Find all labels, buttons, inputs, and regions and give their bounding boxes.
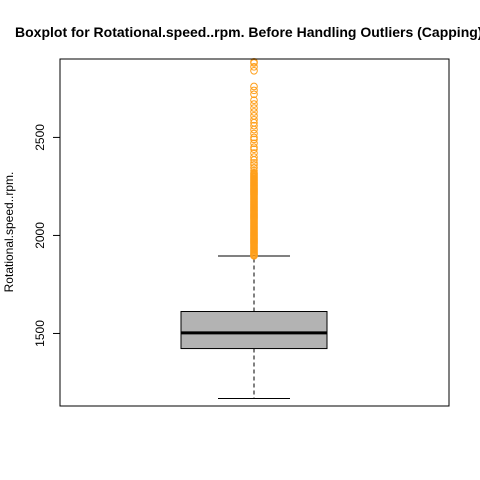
outlier-point: [250, 90, 258, 99]
outlier-point: [250, 121, 258, 130]
outlier-group: [250, 57, 258, 260]
outlier-point: [250, 63, 258, 71]
chart-title: Boxplot for Rotational.speed..rpm. Befor…: [15, 24, 480, 40]
outlier-point: [250, 96, 258, 104]
outlier-point: [250, 100, 258, 108]
outlier-point: [250, 135, 258, 144]
y-tick-label-2500: 2500: [33, 124, 47, 151]
outlier-point: [250, 104, 258, 112]
outlier-point: [250, 57, 258, 66]
outlier-point: [250, 115, 258, 124]
outlier-point: [250, 129, 258, 138]
y-tick-label-1500: 1500: [33, 320, 47, 347]
outlier-point: [250, 139, 258, 148]
outlier-point: [250, 66, 258, 75]
outlier-point: [250, 86, 258, 95]
outlier-point: [250, 149, 258, 157]
outlier-point: [250, 133, 258, 142]
outlier-point: [250, 143, 258, 152]
outlier-point: [250, 108, 258, 116]
y-tick-label-2000: 2000: [33, 222, 47, 249]
outlier-point: [250, 166, 258, 175]
plot-frame: [59, 58, 450, 407]
box-group: [180, 255, 328, 400]
outlier-point: [250, 159, 258, 167]
outlier-point: [250, 168, 258, 177]
outlier-point: [250, 153, 258, 161]
outlier-point: [250, 82, 258, 91]
outlier-point: [250, 161, 258, 169]
y-axis-label: Rotational.speed..rpm.: [2, 172, 16, 293]
outlier-point: [250, 112, 258, 120]
outlier-point: [250, 164, 258, 172]
iqr-box: [180, 311, 328, 350]
outlier-point: [250, 145, 258, 153]
y-axis: 1500 2000 2500: [33, 124, 60, 347]
